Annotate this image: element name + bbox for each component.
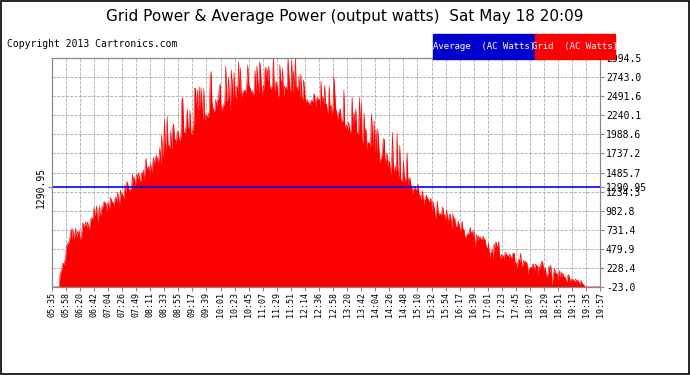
Text: Grid Power & Average Power (output watts)  Sat May 18 20:09: Grid Power & Average Power (output watts… (106, 9, 584, 24)
Text: Average  (AC Watts): Average (AC Watts) (433, 42, 535, 51)
Text: Copyright 2013 Cartronics.com: Copyright 2013 Cartronics.com (7, 39, 177, 50)
Text: Grid  (AC Watts): Grid (AC Watts) (532, 42, 618, 51)
